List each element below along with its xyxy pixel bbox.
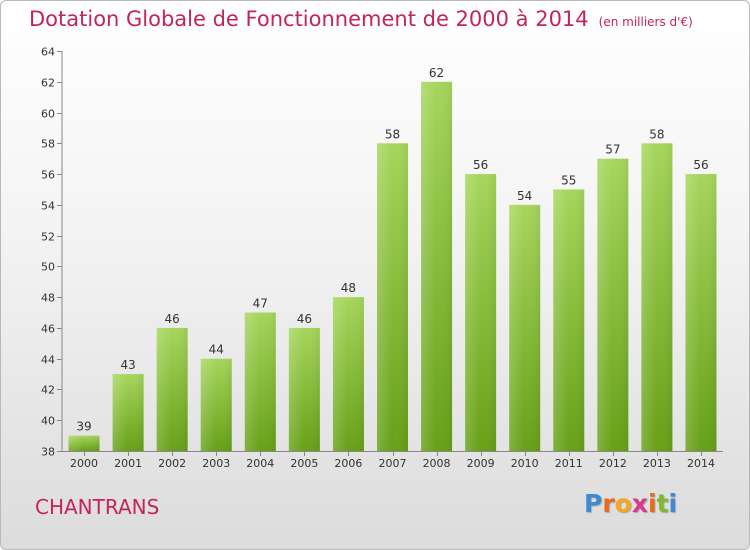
bar-shade-2000 (68, 435, 100, 451)
bar-shade-2013 (641, 143, 673, 452)
data-label-2005: 46 (297, 312, 312, 326)
y-tick-label: 46 (41, 323, 55, 336)
y-tick-label: 60 (41, 108, 55, 121)
x-tick-label: 2000 (70, 457, 98, 470)
data-label-2003: 44 (209, 343, 224, 357)
y-tick-label: 62 (41, 77, 55, 90)
data-label-2012: 57 (605, 143, 620, 157)
proxiti-logo: Proxiti (584, 489, 678, 518)
x-tick-label: 2014 (687, 457, 715, 470)
data-label-2007: 58 (385, 127, 400, 141)
data-label-2004: 47 (253, 297, 268, 311)
y-tick-label: 42 (41, 384, 55, 397)
y-tick-label: 58 (41, 138, 55, 151)
bar-shade-2002 (156, 327, 188, 451)
chart-subtitle: (en milliers d'€) (598, 15, 693, 29)
y-tick-label: 40 (41, 415, 55, 428)
bar-shade-2014 (685, 174, 717, 452)
data-label-2009: 56 (473, 158, 488, 172)
bar-shade-2001 (112, 374, 144, 451)
x-tick-label: 2006 (334, 457, 362, 470)
x-tick-label: 2002 (158, 457, 186, 470)
data-label-2002: 46 (165, 312, 180, 326)
data-label-2010: 54 (517, 189, 532, 203)
data-label-2001: 43 (120, 358, 135, 372)
bar-shade-2003 (200, 358, 232, 451)
x-tick-label: 2013 (643, 457, 671, 470)
bar-shade-2010 (509, 204, 541, 451)
chart-title: Dotation Globale de Fonctionnement de 20… (29, 7, 589, 31)
x-tick-label: 2012 (599, 457, 627, 470)
title-line: Dotation Globale de Fonctionnement de 20… (29, 7, 693, 31)
bar-shade-2005 (288, 327, 320, 451)
data-label-2000: 39 (76, 420, 91, 434)
data-label-2008: 62 (429, 66, 444, 80)
axes: 38 40 42 44 46 48 50 52 54 56 58 60 62 64 2000 2001 2002… (41, 46, 723, 470)
data-label-2014: 56 (693, 158, 708, 172)
x-tick-label: 2004 (246, 457, 274, 470)
bar-shade-2009 (465, 174, 497, 452)
bar-shade-2007 (377, 143, 408, 452)
x-tick-label: 2001 (114, 457, 142, 470)
x-tick-label: 2007 (379, 457, 407, 470)
y-tick-label: 44 (41, 354, 55, 367)
x-tick-label: 2009 (467, 457, 495, 470)
data-label-2013: 58 (649, 127, 664, 141)
y-tick-label: 38 (41, 446, 55, 459)
y-tick-label: 56 (41, 169, 55, 182)
y-tick-label: 52 (41, 231, 55, 244)
x-tick-label: 2005 (290, 457, 318, 470)
data-label-2006: 48 (341, 281, 356, 295)
y-tick-label: 54 (41, 200, 55, 213)
bar-shade-2012 (597, 158, 629, 451)
bar-shade-2008 (421, 81, 453, 452)
bar-shade-2004 (244, 312, 276, 451)
bar-shade-2006 (332, 297, 364, 451)
x-tick-label: 2003 (202, 457, 230, 470)
data-label-2011: 55 (561, 173, 576, 187)
commune-name: CHANTRANS (35, 495, 160, 519)
x-tick-label: 2010 (511, 457, 539, 470)
y-tick-label: 50 (41, 261, 55, 274)
bars (68, 81, 717, 452)
data-labels: 39 43 46 44 47 46 48 58 62 56 54 55 57 58 56 (76, 66, 708, 434)
x-tick-label: 2011 (555, 457, 583, 470)
y-tick-label: 48 (41, 292, 55, 305)
x-tick-label: 2008 (423, 457, 451, 470)
bar-shade-2011 (553, 189, 585, 451)
y-tick-label: 64 (41, 46, 55, 59)
